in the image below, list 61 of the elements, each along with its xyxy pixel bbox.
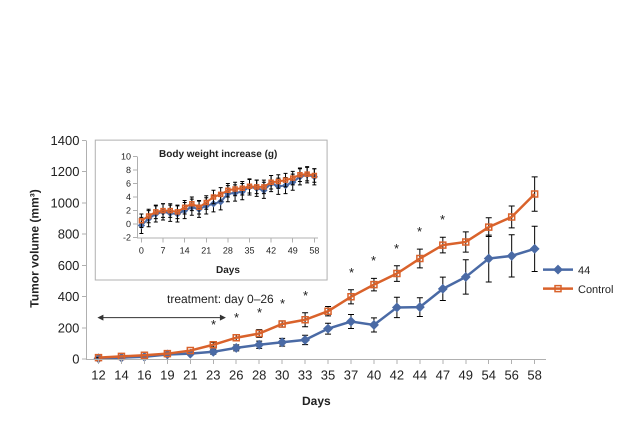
- x-tick-label: 7: [160, 245, 166, 256]
- x-tick-label: 42: [390, 368, 404, 383]
- x-tick-label: 54: [482, 368, 496, 383]
- y-tick-label: 0: [72, 352, 80, 367]
- x-tick-label: 35: [320, 368, 336, 383]
- x-tick-label: 14: [114, 368, 129, 383]
- data-label: *: [234, 310, 240, 325]
- x-tick-label: 14: [180, 245, 190, 256]
- x-tick-label: 49: [288, 245, 298, 256]
- y-tick-label: 200: [58, 320, 80, 336]
- x-tick-label: 19: [160, 368, 175, 383]
- x-tick-label: 12: [91, 368, 106, 383]
- x-tick-label: 44: [412, 368, 428, 383]
- y-tick-label: 1400: [50, 132, 80, 148]
- y-tick-label: 400: [58, 289, 80, 304]
- x-tick-label: 37: [344, 368, 358, 383]
- x-tick-label: 28: [222, 245, 233, 256]
- data-label: *: [303, 288, 308, 303]
- legend-label: Control: [578, 284, 614, 296]
- x-tick-label: 58: [527, 368, 542, 383]
- x-tick-label: 16: [137, 368, 152, 383]
- x-tick-label: 26: [229, 368, 244, 383]
- x-tick-label: 56: [504, 368, 519, 383]
- y-tick-label: 1200: [50, 164, 80, 180]
- data-label: *: [211, 317, 216, 332]
- x-tick-label: 0: [138, 245, 144, 256]
- data-label: *: [394, 241, 400, 256]
- x-axis-title: Days: [216, 265, 240, 276]
- data-label: *: [257, 305, 262, 320]
- data-label: *: [371, 253, 376, 268]
- x-tick-label: 28: [252, 368, 266, 383]
- y-tick-label: 0: [126, 219, 132, 230]
- chart-title: Body weight increase (g): [159, 149, 278, 160]
- y-tick-label: 1000: [50, 195, 80, 210]
- y-tick-label: 10: [120, 152, 132, 162]
- x-axis-title: Days: [302, 394, 332, 408]
- y-axis-title: Tumor volume (mm³): [27, 189, 42, 308]
- annotation: treatment: day 0–26: [167, 292, 274, 306]
- x-tick-label: 47: [436, 368, 450, 383]
- y-tick-label: 600: [58, 258, 80, 273]
- y-tick-label: 8: [126, 165, 132, 176]
- y-tick-label: 800: [58, 226, 80, 242]
- x-tick-label: 33: [298, 368, 312, 383]
- data-label: *: [349, 265, 354, 280]
- data-label: *: [440, 212, 446, 227]
- y-tick-label: 2: [126, 206, 132, 216]
- x-tick-label: 35: [244, 245, 255, 256]
- legend-label: 44: [578, 264, 590, 277]
- y-tick-label: 4: [126, 192, 132, 202]
- y-tick-label: -2: [122, 232, 132, 243]
- x-tick-label: 21: [183, 368, 198, 383]
- data-label: *: [280, 296, 286, 311]
- x-tick-label: 58: [309, 245, 320, 256]
- x-tick-label: 49: [458, 368, 474, 383]
- x-tick-label: 21: [201, 245, 212, 256]
- data-label: *: [417, 224, 422, 239]
- y-tick-label: 6: [126, 178, 132, 189]
- x-tick-label: 30: [274, 368, 290, 383]
- x-tick-label: 40: [366, 368, 382, 383]
- x-tick-label: 42: [266, 245, 276, 256]
- x-tick-label: 23: [206, 368, 221, 383]
